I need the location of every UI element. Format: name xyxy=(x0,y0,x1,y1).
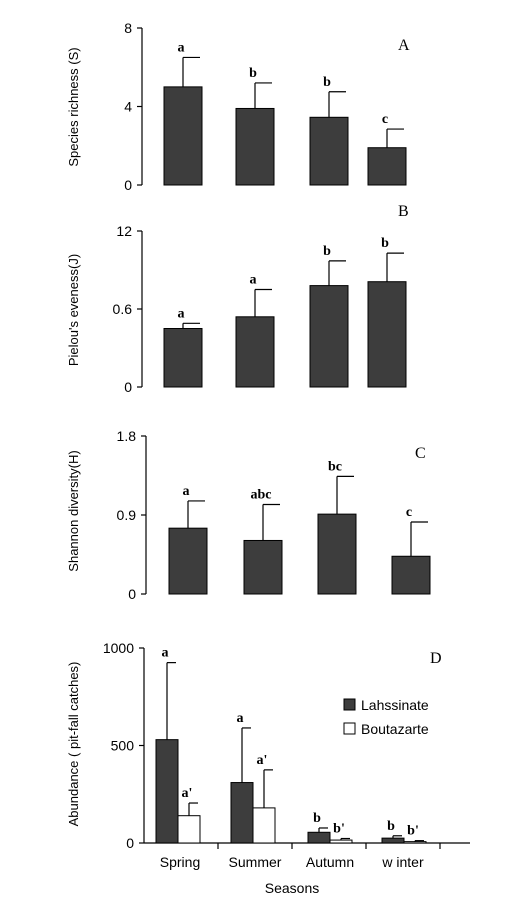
panel-b-y-axis-label: Pielou's eveness(J) xyxy=(66,254,81,366)
panel-b-y-tick-label: 0.6 xyxy=(113,301,133,317)
panel-a-bar xyxy=(235,107,275,186)
panel-d-x-tick-label: w inter xyxy=(381,854,424,870)
panel-d-bar-lahssinate xyxy=(155,739,179,844)
panel-c-y-tick-label: 1.8 xyxy=(117,428,137,444)
panel-a-bar xyxy=(367,147,407,186)
panel-b-y-tick-label: 0 xyxy=(124,379,132,395)
panel-b-bar xyxy=(163,328,203,388)
panel-d-bar-boutazarte xyxy=(252,807,276,844)
panel-d-bar-lahssinate xyxy=(230,782,254,844)
panel-a-y-tick-label: 4 xyxy=(124,99,132,115)
panel-c-bar xyxy=(168,527,208,595)
panel-d-y-tick-label: 0 xyxy=(126,835,134,851)
panel-d-panel-label: D xyxy=(430,650,442,667)
panel-c-y-tick-label: 0 xyxy=(128,586,136,602)
panel-c-bar xyxy=(391,555,431,595)
legend-label-boutazarte: Boutazarte xyxy=(361,721,429,737)
panel-d-y-tick-label: 1000 xyxy=(103,640,134,656)
panel-b-bar-letter: a xyxy=(178,306,185,321)
legend-swatch-boutazarte xyxy=(343,722,356,735)
panel-d-bar-lahssinate xyxy=(307,831,331,844)
panel-c-y-axis-label: Shannon diversity(H) xyxy=(66,450,81,571)
panel-c-bar-letter: c xyxy=(406,505,412,520)
panel-d-x-tick-label: Spring xyxy=(160,854,200,870)
legend-label-lahssinate: Lahssinate xyxy=(361,697,429,713)
panel-a-bar-letter: c xyxy=(382,112,388,127)
panel-d-bar-lahssinate-letter: a xyxy=(162,646,169,661)
panel-a-bar-letter: b xyxy=(323,75,331,90)
panel-a-bar xyxy=(309,116,349,186)
panel-d-x-tick-label: Summer xyxy=(229,854,282,870)
panel-a-y-tick-label: 0 xyxy=(124,177,132,193)
panel-d-bar-lahssinate-letter: a xyxy=(237,711,244,726)
panel-c-bar-letter: bc xyxy=(328,459,342,474)
panel-d-bar-lahssinate-letter: b xyxy=(313,811,321,826)
panel-b-bar xyxy=(235,316,275,388)
panel-b-panel-label: B xyxy=(398,203,409,220)
panel-d-x-axis-label: Seasons xyxy=(265,880,319,896)
panel-b-bar xyxy=(367,281,407,388)
panel-d-bar-boutazarte-letter: a' xyxy=(182,786,193,801)
panel-a-y-axis-label: Species richness (S) xyxy=(66,47,81,166)
panel-a-y-tick-label: 8 xyxy=(124,20,132,36)
legend-swatch-lahssinate xyxy=(343,698,356,711)
panel-d-bar-boutazarte xyxy=(177,815,201,844)
panel-d-bar-lahssinate-letter: b xyxy=(387,819,395,834)
panel-d-y-axis-label: Abundance ( pit-fall catches) xyxy=(66,662,81,827)
panel-d-bar-boutazarte-letter: b' xyxy=(407,824,419,839)
panel-c-bar-letter: a xyxy=(183,484,190,499)
panel-a-panel-label: A xyxy=(398,37,410,54)
panel-d-bar-boutazarte xyxy=(329,839,353,844)
panel-a-bar-letter: b xyxy=(249,66,257,81)
panel-c-bar xyxy=(317,513,357,595)
panel-b-bar-letter: a xyxy=(250,273,257,288)
panel-d-x-tick-label: Autumn xyxy=(306,854,354,870)
panel-a-bar-letter: a xyxy=(178,40,185,55)
panel-d-bar-boutazarte-letter: b' xyxy=(333,822,345,837)
panel-c-panel-label: C xyxy=(415,445,426,462)
panel-d-bar-boutazarte-letter: a' xyxy=(257,753,268,768)
panel-a-bar xyxy=(163,86,203,186)
panel-d-bar-boutazarte xyxy=(403,841,427,844)
panel-c-bar xyxy=(243,539,283,595)
panel-c-y-tick-label: 0.9 xyxy=(117,507,137,523)
panel-d-y-tick-label: 500 xyxy=(111,738,135,754)
panel-b-bar-letter: b xyxy=(323,244,331,259)
panel-b-bar xyxy=(309,285,349,388)
panel-c-bar-letter: abc xyxy=(251,487,272,502)
panel-d-bar-lahssinate xyxy=(381,837,405,844)
panel-b-y-tick-label: 12 xyxy=(116,223,132,239)
panel-b-bar-letter: b xyxy=(381,236,389,251)
